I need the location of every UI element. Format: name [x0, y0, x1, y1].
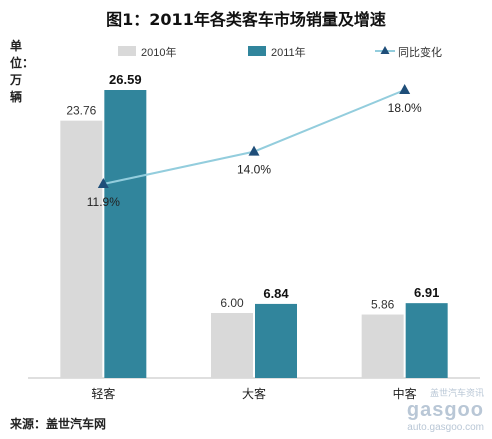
bar-2011 — [104, 90, 147, 378]
watermark-line2: gasgoo — [406, 399, 484, 421]
bar-value-label: 6.84 — [263, 286, 289, 301]
legend-label: 2011年 — [271, 45, 306, 59]
category-label: 轻客 — [91, 386, 115, 401]
bar-2011 — [255, 303, 297, 378]
yoy-value-label: 18.0% — [388, 101, 422, 115]
yoy-marker — [248, 145, 260, 156]
legend-marker — [380, 46, 390, 54]
legend-swatch — [118, 46, 136, 56]
watermark-line1: 盖世汽车资讯 — [429, 388, 484, 398]
category-label: 中客 — [393, 386, 417, 401]
yoy-marker — [97, 178, 109, 188]
legend-label: 2010年 — [141, 45, 176, 59]
bar-2010 — [361, 314, 404, 378]
bar-2010 — [60, 120, 103, 378]
bar-value-label: 5.86 — [371, 298, 395, 312]
legend-label: 同比变化 — [398, 45, 442, 59]
bar-value-label: 6.00 — [220, 296, 244, 310]
bar-value-label: 6.91 — [414, 285, 439, 300]
bar-value-label: 23.76 — [66, 104, 96, 118]
category-label: 大客 — [242, 386, 266, 401]
chart-title: 图1：2011年各类客车市场销量及增速 — [106, 10, 386, 29]
bar-2011 — [405, 303, 448, 378]
source-note: 来源：盖世汽车网 — [10, 417, 107, 431]
legend-swatch — [248, 46, 266, 56]
yoy-value-label: 14.0% — [237, 163, 271, 177]
yoy-marker — [399, 84, 411, 94]
bar-value-label: 26.59 — [109, 72, 142, 87]
bar-2010 — [211, 313, 253, 378]
watermark-line3: auto.gasgoo.com — [407, 422, 484, 433]
watermark: 盖世汽车资讯 gasgoo auto.gasgoo.com — [384, 386, 484, 433]
yoy-value-label: 11.9% — [87, 195, 120, 209]
